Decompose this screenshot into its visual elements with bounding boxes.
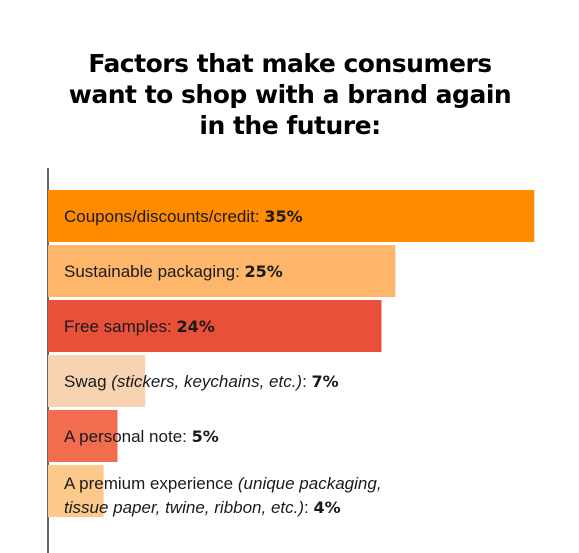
- bar-label-separator: :: [302, 372, 311, 391]
- bar-2: [48, 300, 382, 352]
- bar-1: [48, 245, 396, 297]
- bar-5: [48, 465, 104, 517]
- bar-label-separator: :: [304, 498, 313, 517]
- bar-category-note-line-2: tissue paper, twine, ribbon, etc.): [64, 498, 304, 517]
- bar-category-label: Coupons/discounts/credit:: [64, 207, 264, 226]
- bar-category-note: (unique packaging,: [238, 474, 382, 493]
- bar-4: [48, 410, 118, 462]
- bar-category-note: (stickers, keychains, etc.): [111, 372, 302, 391]
- bar-3: [48, 355, 146, 407]
- bar-value-label: 24%: [176, 317, 214, 336]
- bar-value-label: 5%: [192, 427, 219, 446]
- bar-label-1: Sustainable packaging: 25%: [64, 262, 283, 281]
- bar-0: [48, 190, 535, 242]
- title-line-2: want to shop with a brand again: [68, 80, 512, 109]
- bar-value-label: 25%: [245, 262, 283, 281]
- bar-category-label: Sustainable packaging:: [64, 262, 245, 281]
- bar-label-2: Free samples: 24%: [64, 317, 215, 336]
- bar-label-3: Swag (stickers, keychains, etc.): 7%: [64, 372, 339, 391]
- title-line-1: Factors that make consumers: [88, 49, 492, 78]
- bar-category-label: Free samples:: [64, 317, 176, 336]
- bar-label-0: Coupons/discounts/credit: 35%: [64, 207, 303, 226]
- bar-category-label: A personal note:: [64, 427, 192, 446]
- bar-value-label: 7%: [312, 372, 339, 391]
- bar-label-5: A premium experience (unique packaging,: [64, 474, 382, 493]
- bar-label-5-line-2: tissue paper, twine, ribbon, etc.): 4%: [64, 498, 341, 517]
- bar-value-label: 4%: [313, 498, 340, 517]
- chart-title: Factors that make consumers want to shop…: [40, 48, 540, 141]
- bar-label-4: A personal note: 5%: [64, 427, 219, 446]
- bar-category-label: A premium experience: [64, 474, 238, 493]
- bar-category-label: Swag: [64, 372, 111, 391]
- bar-value-label: 35%: [264, 207, 302, 226]
- title-line-3: in the future:: [199, 111, 381, 140]
